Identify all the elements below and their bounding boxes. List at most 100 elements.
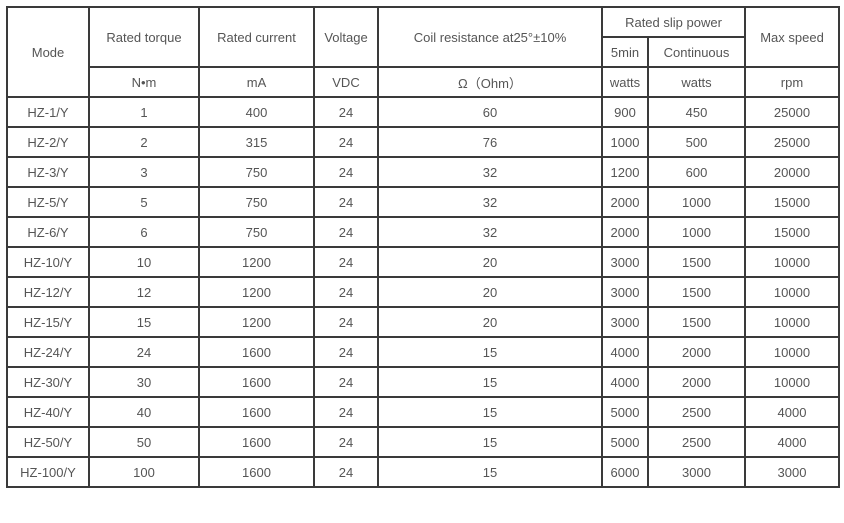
unit-voltage: VDC (313, 66, 379, 98)
cell-mode: HZ-10/Y (6, 246, 90, 278)
cell-max-speed: 10000 (744, 336, 840, 368)
cell-coil-resistance: 15 (377, 456, 603, 488)
cell-continuous: 2000 (647, 366, 746, 398)
table-row: HZ-12/Y 12 1200 24 20 3000 1500 10000 (6, 276, 840, 308)
cell-continuous: 1500 (647, 306, 746, 338)
table-row: HZ-5/Y 5 750 24 32 2000 1000 15000 (6, 186, 840, 218)
cell-rated-current: 1200 (198, 276, 315, 308)
cell-coil-resistance: 32 (377, 186, 603, 218)
cell-continuous: 1500 (647, 276, 746, 308)
header-continuous: Continuous (647, 36, 746, 68)
cell-mode: HZ-40/Y (6, 396, 90, 428)
table-row: HZ-2/Y 2 315 24 76 1000 500 25000 (6, 126, 840, 158)
table-row: HZ-100/Y 100 1600 24 15 6000 3000 3000 (6, 456, 840, 488)
cell-max-speed: 3000 (744, 456, 840, 488)
cell-max-speed: 10000 (744, 276, 840, 308)
table-row: HZ-3/Y 3 750 24 32 1200 600 20000 (6, 156, 840, 188)
header-mode: Mode (6, 6, 90, 98)
cell-voltage: 24 (313, 216, 379, 248)
cell-mode: HZ-15/Y (6, 306, 90, 338)
header-coil-resistance: Coil resistance at25°±10% (377, 6, 603, 68)
table-row: HZ-10/Y 10 1200 24 20 3000 1500 10000 (6, 246, 840, 278)
cell-mode: HZ-12/Y (6, 276, 90, 308)
cell-rated-current: 1200 (198, 246, 315, 278)
cell-mode: HZ-30/Y (6, 366, 90, 398)
specs-table: Mode Rated torque Rated current Voltage … (6, 6, 840, 488)
cell-max-speed: 20000 (744, 156, 840, 188)
cell-coil-resistance: 32 (377, 156, 603, 188)
cell-max-speed: 25000 (744, 96, 840, 128)
cell-voltage: 24 (313, 276, 379, 308)
cell-rated-current: 1600 (198, 456, 315, 488)
cell-mode: HZ-50/Y (6, 426, 90, 458)
cell-rated-current: 750 (198, 186, 315, 218)
cell-coil-resistance: 15 (377, 336, 603, 368)
cell-voltage: 24 (313, 306, 379, 338)
cell-rated-current: 1200 (198, 306, 315, 338)
cell-rated-current: 1600 (198, 336, 315, 368)
cell-voltage: 24 (313, 396, 379, 428)
cell-coil-resistance: 15 (377, 366, 603, 398)
cell-max-speed: 15000 (744, 186, 840, 218)
header-row: Mode Rated torque Rated current Voltage … (6, 6, 840, 98)
unit-5min: watts (601, 66, 649, 98)
unit-max-speed: rpm (744, 66, 840, 98)
cell-continuous: 600 (647, 156, 746, 188)
cell-rated-current: 1600 (198, 396, 315, 428)
cell-rated-torque: 3 (88, 156, 200, 188)
header-rated-current: Rated current (198, 6, 315, 68)
cell-5min: 1000 (601, 126, 649, 158)
cell-max-speed: 10000 (744, 246, 840, 278)
table-row: HZ-50/Y 50 1600 24 15 5000 2500 4000 (6, 426, 840, 458)
unit-rated-current: mA (198, 66, 315, 98)
cell-mode: HZ-100/Y (6, 456, 90, 488)
cell-rated-current: 315 (198, 126, 315, 158)
cell-rated-torque: 12 (88, 276, 200, 308)
cell-voltage: 24 (313, 366, 379, 398)
cell-mode: HZ-3/Y (6, 156, 90, 188)
cell-rated-current: 750 (198, 216, 315, 248)
cell-5min: 3000 (601, 306, 649, 338)
cell-coil-resistance: 20 (377, 246, 603, 278)
cell-coil-resistance: 15 (377, 396, 603, 428)
table-row: HZ-30/Y 30 1600 24 15 4000 2000 10000 (6, 366, 840, 398)
cell-voltage: 24 (313, 156, 379, 188)
cell-continuous: 1000 (647, 216, 746, 248)
cell-max-speed: 10000 (744, 306, 840, 338)
cell-mode: HZ-2/Y (6, 126, 90, 158)
cell-rated-current: 400 (198, 96, 315, 128)
cell-rated-current: 750 (198, 156, 315, 188)
cell-voltage: 24 (313, 126, 379, 158)
header-5min: 5min (601, 36, 649, 68)
cell-rated-torque: 2 (88, 126, 200, 158)
cell-rated-current: 1600 (198, 426, 315, 458)
cell-5min: 3000 (601, 276, 649, 308)
cell-rated-current: 1600 (198, 366, 315, 398)
cell-coil-resistance: 20 (377, 276, 603, 308)
cell-voltage: 24 (313, 96, 379, 128)
cell-coil-resistance: 20 (377, 306, 603, 338)
cell-coil-resistance: 60 (377, 96, 603, 128)
cell-rated-torque: 30 (88, 366, 200, 398)
cell-voltage: 24 (313, 426, 379, 458)
cell-max-speed: 4000 (744, 396, 840, 428)
cell-max-speed: 25000 (744, 126, 840, 158)
cell-5min: 5000 (601, 396, 649, 428)
unit-continuous: watts (647, 66, 746, 98)
cell-continuous: 1000 (647, 186, 746, 218)
cell-continuous: 450 (647, 96, 746, 128)
cell-rated-torque: 100 (88, 456, 200, 488)
cell-5min: 6000 (601, 456, 649, 488)
cell-5min: 4000 (601, 366, 649, 398)
cell-5min: 1200 (601, 156, 649, 188)
cell-rated-torque: 5 (88, 186, 200, 218)
table-row: HZ-40/Y 40 1600 24 15 5000 2500 4000 (6, 396, 840, 428)
cell-coil-resistance: 32 (377, 216, 603, 248)
cell-5min: 3000 (601, 246, 649, 278)
cell-rated-torque: 6 (88, 216, 200, 248)
cell-voltage: 24 (313, 186, 379, 218)
cell-mode: HZ-5/Y (6, 186, 90, 218)
cell-rated-torque: 1 (88, 96, 200, 128)
cell-5min: 2000 (601, 186, 649, 218)
cell-5min: 5000 (601, 426, 649, 458)
